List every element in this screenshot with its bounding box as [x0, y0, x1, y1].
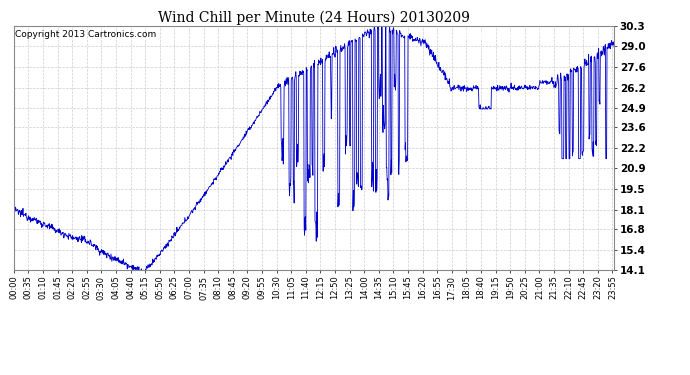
- Text: Copyright 2013 Cartronics.com: Copyright 2013 Cartronics.com: [15, 30, 156, 39]
- Title: Wind Chill per Minute (24 Hours) 20130209: Wind Chill per Minute (24 Hours) 2013020…: [158, 11, 470, 25]
